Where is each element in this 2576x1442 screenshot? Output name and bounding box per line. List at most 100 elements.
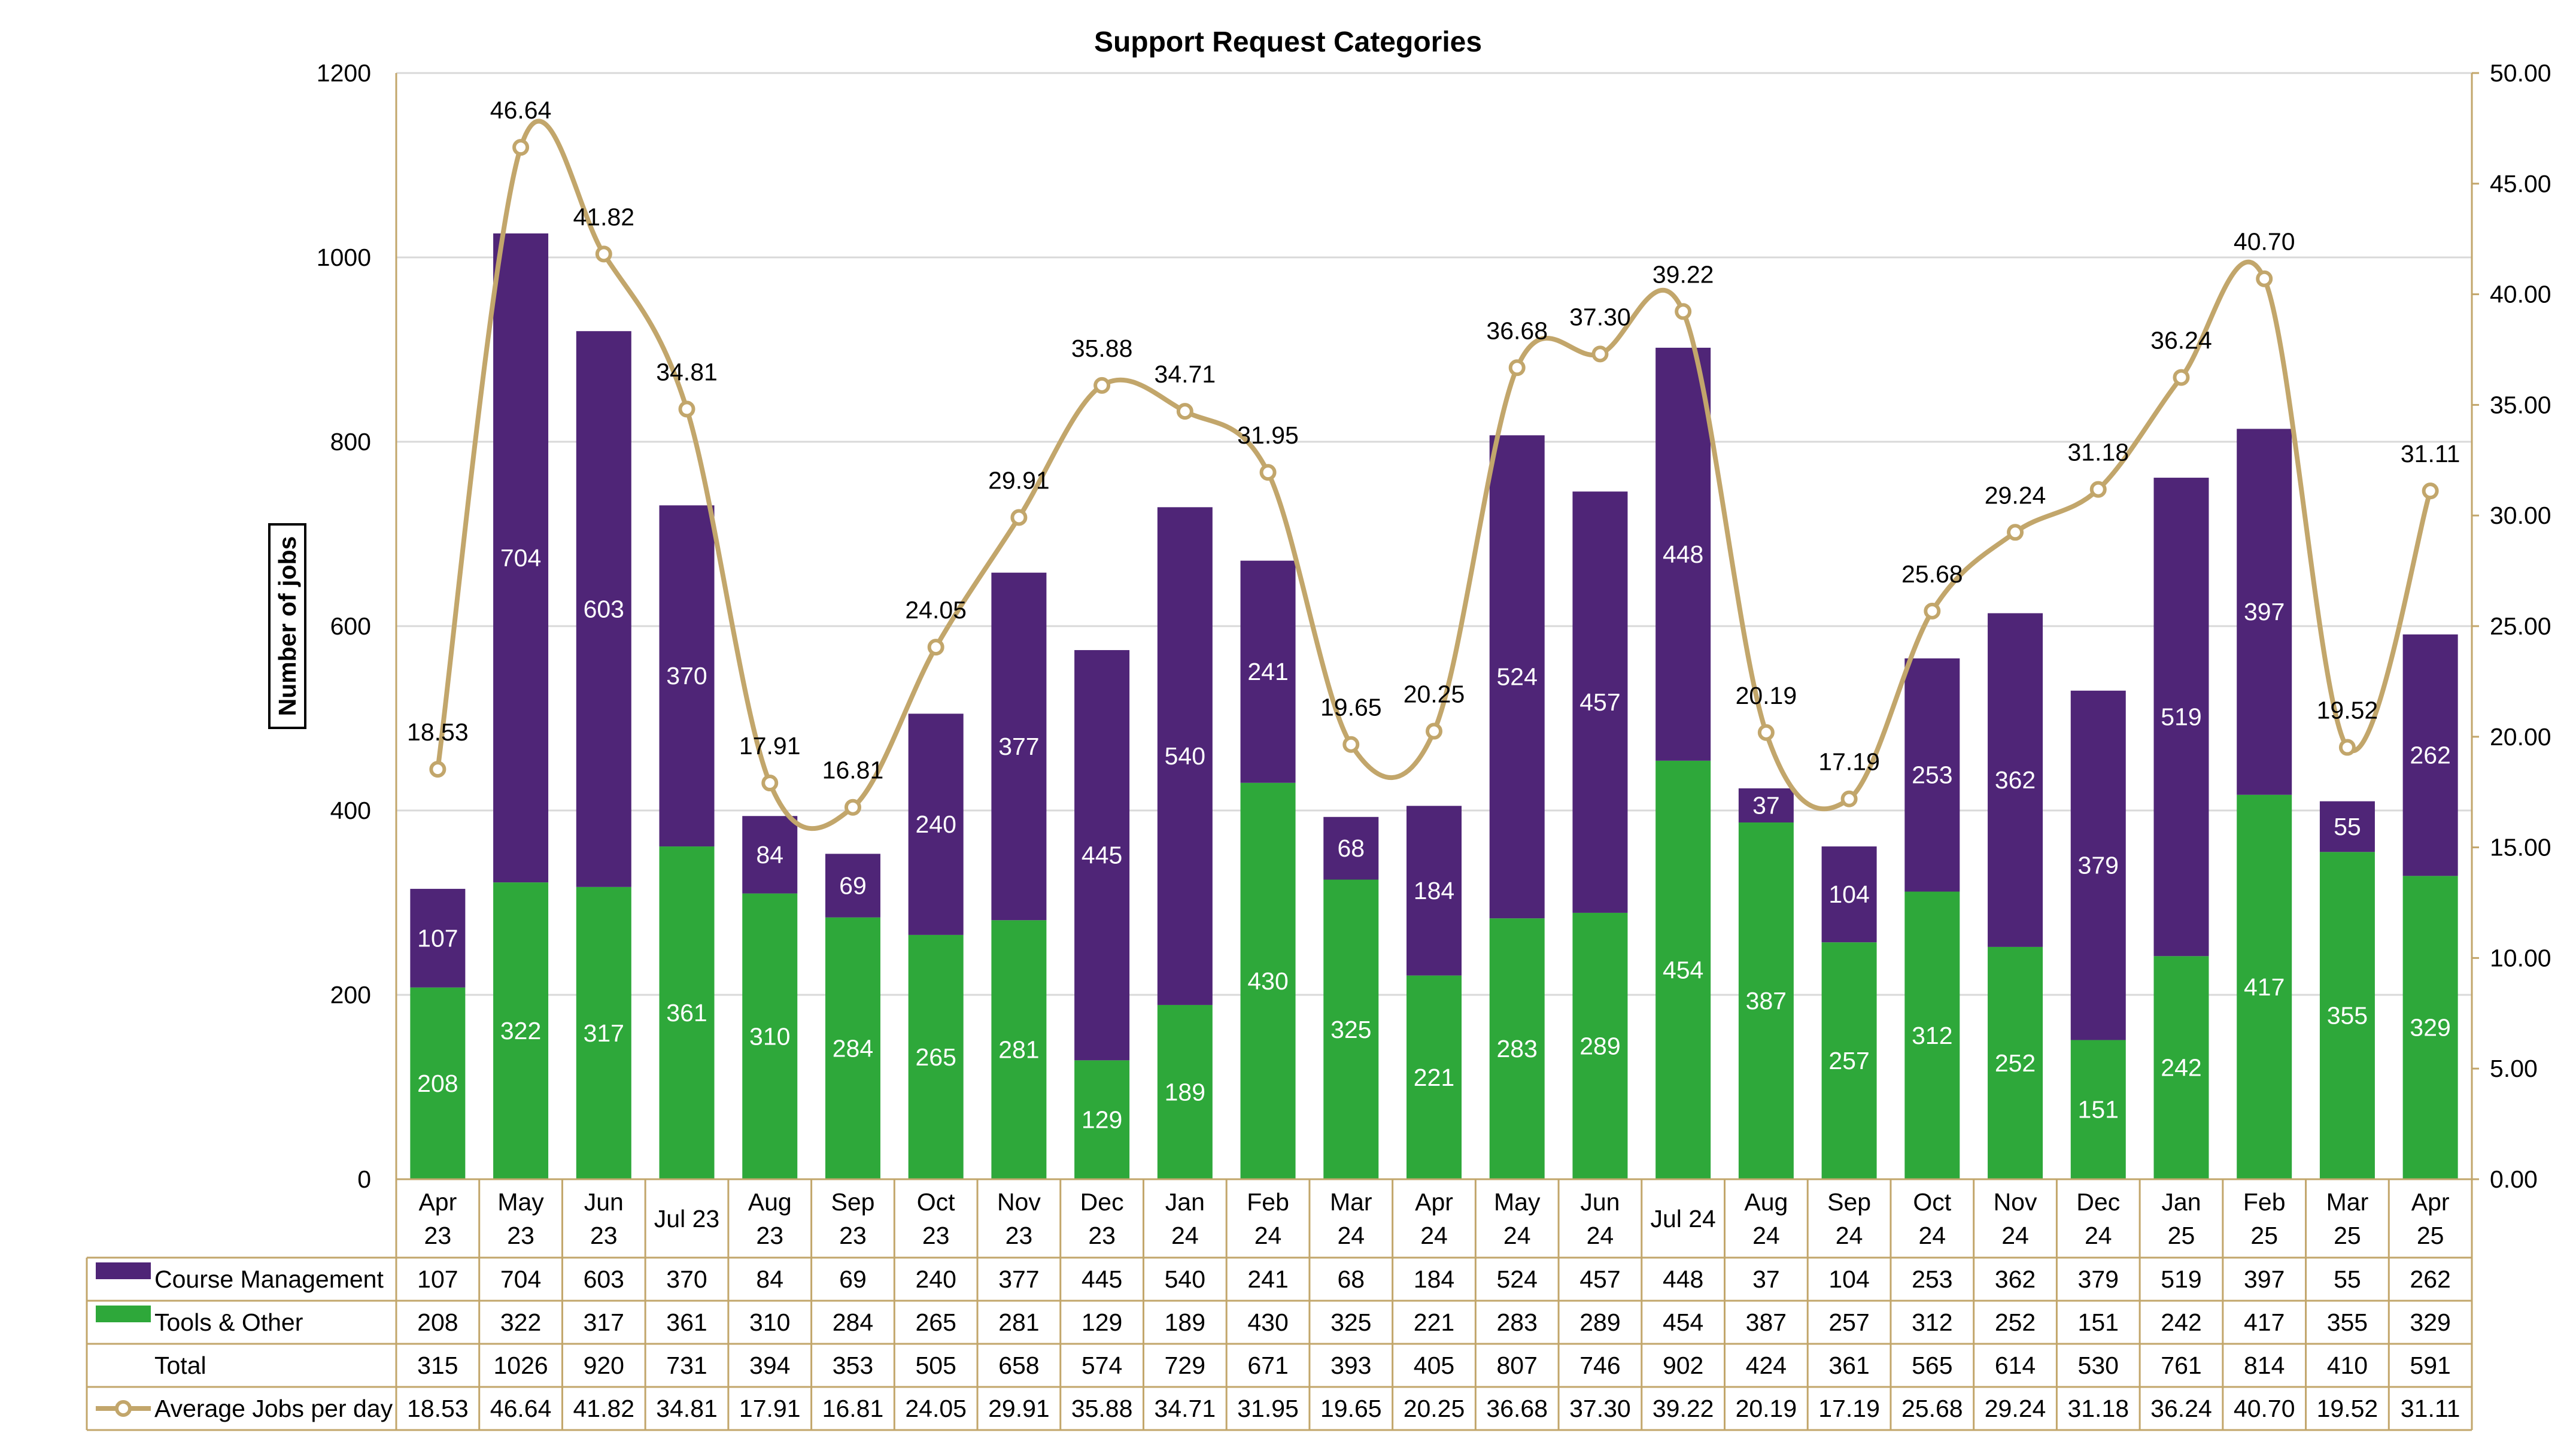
table-cell-tools-other: 208 (417, 1309, 458, 1336)
x-category-label: Nov (1994, 1188, 2037, 1216)
average-jobs-point[interactable] (2092, 483, 2105, 496)
data-label-average-jobs: 18.53 (407, 718, 469, 746)
table-cell-total: 393 (1330, 1352, 1371, 1379)
x-category-label: 24 (1171, 1222, 1199, 1249)
table-cell-course-management: 241 (1247, 1265, 1288, 1293)
table-cell-course-management: 104 (1828, 1265, 1869, 1293)
table-cell-course-management: 379 (2078, 1265, 2119, 1293)
data-label-course-management: 397 (2244, 598, 2285, 626)
x-category-label: 23 (1088, 1222, 1116, 1249)
y2-tick-label: 20.00 (2490, 723, 2551, 751)
x-category-label: 24 (1420, 1222, 1448, 1249)
average-jobs-point[interactable] (431, 763, 444, 776)
average-jobs-point[interactable] (1095, 379, 1108, 392)
table-cell-total: 574 (1082, 1352, 1122, 1379)
average-jobs-point[interactable] (1012, 511, 1025, 524)
average-jobs-point[interactable] (763, 776, 776, 790)
table-cell-course-management: 262 (2410, 1265, 2450, 1293)
average-jobs-point[interactable] (597, 247, 610, 260)
data-label-average-jobs: 16.81 (822, 757, 884, 784)
x-category-label: 24 (1919, 1222, 1946, 1249)
x-category-label: 24 (1587, 1222, 1614, 1249)
y2-tick-label: 40.00 (2490, 281, 2551, 308)
data-label-tools-other: 151 (2078, 1096, 2119, 1124)
y2-tick-label: 0.00 (2490, 1165, 2538, 1193)
average-jobs-point[interactable] (2009, 526, 2022, 539)
x-category-label: Jan (2161, 1188, 2201, 1216)
table-cell-total: 505 (915, 1352, 956, 1379)
table-cell-tools-other: 257 (1828, 1309, 1869, 1336)
table-cell-tools-other: 189 (1165, 1309, 1205, 1336)
x-category-label: Dec (2076, 1188, 2120, 1216)
table-cell-tools-other: 430 (1247, 1309, 1288, 1336)
data-label-course-management: 519 (2161, 703, 2201, 731)
average-jobs-point[interactable] (1344, 738, 1357, 751)
table-cell-average-jobs: 34.71 (1155, 1395, 1216, 1422)
y-axis-label: Number of jobs (274, 536, 301, 717)
x-category-label: Jun (1580, 1188, 1620, 1216)
average-jobs-point[interactable] (1262, 466, 1275, 479)
table-cell-average-jobs: 17.91 (739, 1395, 801, 1422)
data-label-tools-other: 129 (1082, 1106, 1122, 1134)
table-cell-average-jobs: 16.81 (822, 1395, 884, 1422)
data-label-course-management: 240 (915, 810, 956, 838)
average-jobs-point[interactable] (1925, 605, 1939, 618)
table-cell-average-jobs: 29.91 (988, 1395, 1050, 1422)
average-jobs-point[interactable] (1760, 726, 1773, 739)
table-cell-average-jobs: 39.22 (1652, 1395, 1714, 1422)
x-category-label: 25 (2417, 1222, 2444, 1249)
data-label-course-management: 704 (500, 544, 541, 572)
table-cell-course-management: 68 (1337, 1265, 1365, 1293)
average-jobs-point[interactable] (1511, 361, 1524, 374)
average-jobs-point[interactable] (929, 640, 943, 654)
average-jobs-point[interactable] (1178, 405, 1192, 418)
x-category-label: Apr (2411, 1188, 2450, 1216)
table-cell-tools-other: 329 (2410, 1309, 2450, 1336)
x-category-label: Sep (1827, 1188, 1871, 1216)
table-cell-total: 814 (2244, 1352, 2285, 1379)
x-category-label: 23 (922, 1222, 950, 1249)
data-label-average-jobs: 24.05 (905, 596, 967, 624)
average-jobs-point[interactable] (1676, 305, 1690, 318)
data-label-average-jobs: 17.91 (739, 732, 801, 760)
x-category-label: 24 (2085, 1222, 2112, 1249)
data-label-tools-other: 387 (1746, 987, 1787, 1015)
table-cell-course-management: 107 (417, 1265, 458, 1293)
data-label-average-jobs: 36.24 (2150, 327, 2212, 354)
average-jobs-point[interactable] (846, 801, 859, 814)
average-jobs-point[interactable] (2341, 741, 2354, 754)
data-label-tools-other: 361 (666, 999, 707, 1027)
average-jobs-point[interactable] (514, 141, 527, 154)
data-label-tools-other: 283 (1497, 1035, 1538, 1062)
legend-label-total: Total (154, 1352, 206, 1379)
table-cell-course-management: 55 (2334, 1265, 2361, 1293)
average-jobs-point[interactable] (681, 402, 694, 415)
table-cell-course-management: 445 (1082, 1265, 1122, 1293)
data-label-course-management: 379 (2078, 852, 2119, 879)
table-cell-total: 394 (749, 1352, 790, 1379)
table-cell-average-jobs: 36.24 (2150, 1395, 2212, 1422)
data-label-tools-other: 322 (500, 1017, 541, 1045)
average-jobs-point[interactable] (2424, 484, 2437, 497)
data-label-average-jobs: 31.95 (1237, 421, 1299, 449)
x-category-label: Jan (1165, 1188, 1205, 1216)
data-label-tools-other: 317 (584, 1019, 624, 1047)
average-jobs-point[interactable] (1843, 793, 1856, 806)
data-label-average-jobs: 35.88 (1071, 335, 1133, 362)
data-label-course-management: 107 (417, 924, 458, 952)
table-cell-course-management: 540 (1165, 1265, 1205, 1293)
table-cell-course-management: 253 (1912, 1265, 1952, 1293)
data-label-average-jobs: 34.81 (656, 358, 718, 385)
average-jobs-point[interactable] (2174, 371, 2188, 384)
average-jobs-point[interactable] (1593, 347, 1606, 360)
table-cell-average-jobs: 31.18 (2067, 1395, 2129, 1422)
table-cell-tools-other: 355 (2327, 1309, 2368, 1336)
average-jobs-point[interactable] (1427, 725, 1441, 738)
table-cell-total: 410 (2327, 1352, 2368, 1379)
x-category-label: 23 (839, 1222, 867, 1249)
table-cell-tools-other: 281 (998, 1309, 1039, 1336)
average-jobs-point[interactable] (2258, 272, 2271, 286)
table-cell-course-management: 457 (1579, 1265, 1620, 1293)
table-cell-average-jobs: 36.68 (1486, 1395, 1548, 1422)
table-cell-average-jobs: 25.68 (1901, 1395, 1963, 1422)
